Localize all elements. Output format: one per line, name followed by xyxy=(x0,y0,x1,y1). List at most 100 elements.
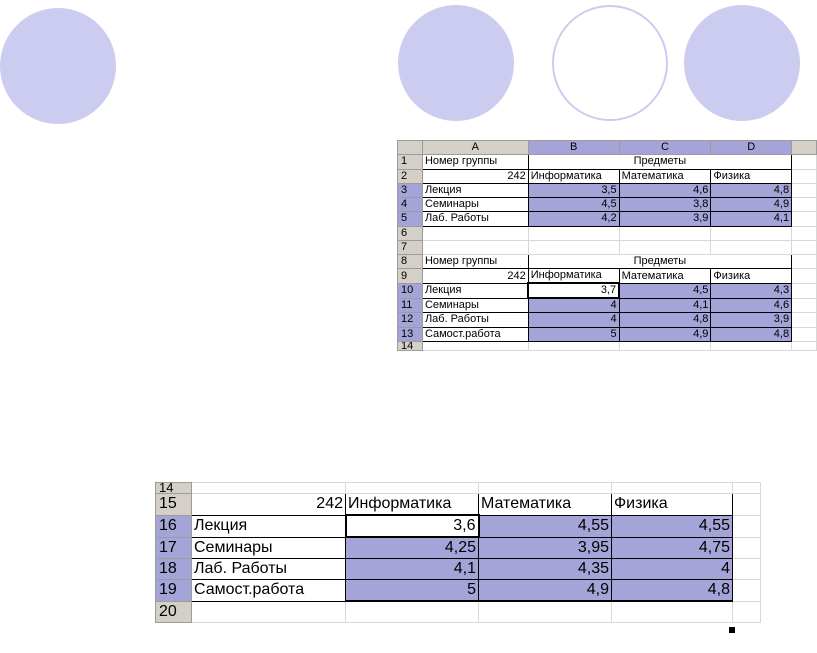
cell-c17[interactable]: 3,95 xyxy=(478,536,612,559)
cell-e16[interactable] xyxy=(732,514,761,538)
cell-a13[interactable]: Самост.работа xyxy=(421,326,529,342)
cell-d14[interactable] xyxy=(710,340,793,351)
cell-d13[interactable]: 4,8 xyxy=(710,326,793,342)
cell-d15[interactable]: Физика xyxy=(611,493,733,516)
cell-d17[interactable]: 4,75 xyxy=(611,536,733,559)
cell-e4[interactable] xyxy=(791,196,817,213)
cell-a5[interactable]: Лаб. Работы xyxy=(421,211,529,227)
cell-a10[interactable]: Лекция xyxy=(421,282,529,299)
row-header-11[interactable]: 11 xyxy=(397,297,423,314)
cell-a11[interactable]: Семинары xyxy=(421,297,529,314)
cell-e1[interactable] xyxy=(791,154,817,170)
cell-d16[interactable]: 4,55 xyxy=(611,514,733,538)
cell-b15[interactable]: Информатика xyxy=(345,493,479,516)
row-header-12[interactable]: 12 xyxy=(397,312,423,328)
cell-b11[interactable]: 4 xyxy=(527,297,620,314)
cell-c6[interactable] xyxy=(618,225,712,241)
cell-b5[interactable]: 4,2 xyxy=(527,211,620,227)
row-header-14[interactable]: 14 xyxy=(155,482,192,494)
cell-d7[interactable] xyxy=(710,239,793,256)
cell-c2[interactable]: Математика xyxy=(618,168,712,184)
row-header-7[interactable]: 7 xyxy=(397,239,423,256)
row-header-10[interactable]: 10 xyxy=(397,282,423,299)
row-header-2[interactable]: 2 xyxy=(397,168,423,184)
cell-d2[interactable]: Физика xyxy=(710,168,793,184)
row-header-15[interactable]: 15 xyxy=(155,493,192,516)
cell-a20[interactable] xyxy=(191,600,346,623)
cell-d20[interactable] xyxy=(611,600,733,623)
row-header-19[interactable]: 19 xyxy=(155,579,192,602)
cell-c5[interactable]: 3,9 xyxy=(618,211,712,227)
cell-b14[interactable] xyxy=(345,482,479,494)
select-all-corner[interactable] xyxy=(397,139,423,156)
cell-b2[interactable]: Информатика xyxy=(527,168,620,184)
cell-c7[interactable] xyxy=(618,239,712,256)
cell-e14[interactable] xyxy=(791,340,817,351)
cell-a9[interactable]: 242 xyxy=(421,268,529,284)
row-header-4[interactable]: 4 xyxy=(397,196,423,213)
cell-e11[interactable] xyxy=(791,297,817,314)
cell-b10-active[interactable]: 3,7 xyxy=(527,282,621,300)
cell-b3[interactable]: 3,5 xyxy=(527,182,620,199)
cell-e7[interactable] xyxy=(791,239,817,256)
cell-a6[interactable] xyxy=(421,225,529,241)
cell-a14[interactable] xyxy=(191,482,346,494)
row-header-14[interactable]: 14 xyxy=(397,340,423,351)
row-header-18[interactable]: 18 xyxy=(155,558,192,580)
column-header-c[interactable]: C xyxy=(618,139,712,156)
cell-b20[interactable] xyxy=(345,600,479,623)
cell-e9[interactable] xyxy=(791,268,817,284)
cell-e17[interactable] xyxy=(732,536,761,559)
cell-d9[interactable]: Физика xyxy=(710,268,793,284)
cell-c12[interactable]: 4,8 xyxy=(618,312,712,328)
cell-e6[interactable] xyxy=(791,225,817,241)
row-header-8[interactable]: 8 xyxy=(397,253,423,270)
cell-c13[interactable]: 4,9 xyxy=(618,326,712,342)
cell-b18[interactable]: 4,1 xyxy=(345,558,479,580)
cell-a14[interactable] xyxy=(421,340,529,351)
cell-d18[interactable]: 4 xyxy=(611,558,733,580)
fill-handle[interactable] xyxy=(729,627,735,633)
cell-d11[interactable]: 4,6 xyxy=(710,297,793,314)
cell-c3[interactable]: 4,6 xyxy=(618,182,712,199)
cell-b17[interactable]: 4,25 xyxy=(345,536,479,559)
cell-c20[interactable] xyxy=(478,600,612,623)
cell-c19[interactable]: 4,9 xyxy=(478,579,612,602)
column-header-e[interactable] xyxy=(791,139,817,156)
cell-c16[interactable]: 4,55 xyxy=(478,514,612,538)
row-header-9[interactable]: 9 xyxy=(397,268,423,284)
cell-a18[interactable]: Лаб. Работы xyxy=(191,558,346,580)
row-header-6[interactable]: 6 xyxy=(397,225,423,241)
cell-e19[interactable] xyxy=(732,579,761,602)
cell-b1-merged[interactable]: Предметы xyxy=(527,154,793,170)
cell-e5[interactable] xyxy=(791,211,817,227)
cell-e12[interactable] xyxy=(791,312,817,328)
cell-b12[interactable]: 4 xyxy=(527,312,620,328)
column-header-d[interactable]: D xyxy=(710,139,793,156)
cell-b16-active[interactable]: 3,6 xyxy=(344,514,480,538)
cell-a4[interactable]: Семинары xyxy=(421,196,529,213)
cell-d5[interactable]: 4,1 xyxy=(710,211,793,227)
cell-b19[interactable]: 5 xyxy=(345,579,479,602)
cell-b6[interactable] xyxy=(527,225,620,241)
row-header-13[interactable]: 13 xyxy=(397,326,423,342)
cell-b14[interactable] xyxy=(527,340,620,351)
row-header-1[interactable]: 1 xyxy=(397,154,423,170)
cell-a1[interactable]: Номер группы xyxy=(421,154,529,170)
cell-a3[interactable]: Лекция xyxy=(421,182,529,199)
cell-d14[interactable] xyxy=(611,482,733,494)
cell-a17[interactable]: Семинары xyxy=(191,536,346,559)
cell-b9[interactable]: Информатика xyxy=(527,268,620,284)
row-header-3[interactable]: 3 xyxy=(397,182,423,199)
row-header-20[interactable]: 20 xyxy=(155,600,192,623)
cell-e13[interactable] xyxy=(791,326,817,342)
cell-e18[interactable] xyxy=(732,558,761,580)
cell-b7[interactable] xyxy=(527,239,620,256)
cell-a16[interactable]: Лекция xyxy=(191,514,346,538)
cell-d6[interactable] xyxy=(710,225,793,241)
cell-a15[interactable]: 242 xyxy=(191,493,346,516)
cell-c4[interactable]: 3,8 xyxy=(618,196,712,213)
cell-a2[interactable]: 242 xyxy=(421,168,529,184)
cell-b13[interactable]: 5 xyxy=(527,326,620,342)
cell-c10[interactable]: 4,5 xyxy=(618,282,712,299)
